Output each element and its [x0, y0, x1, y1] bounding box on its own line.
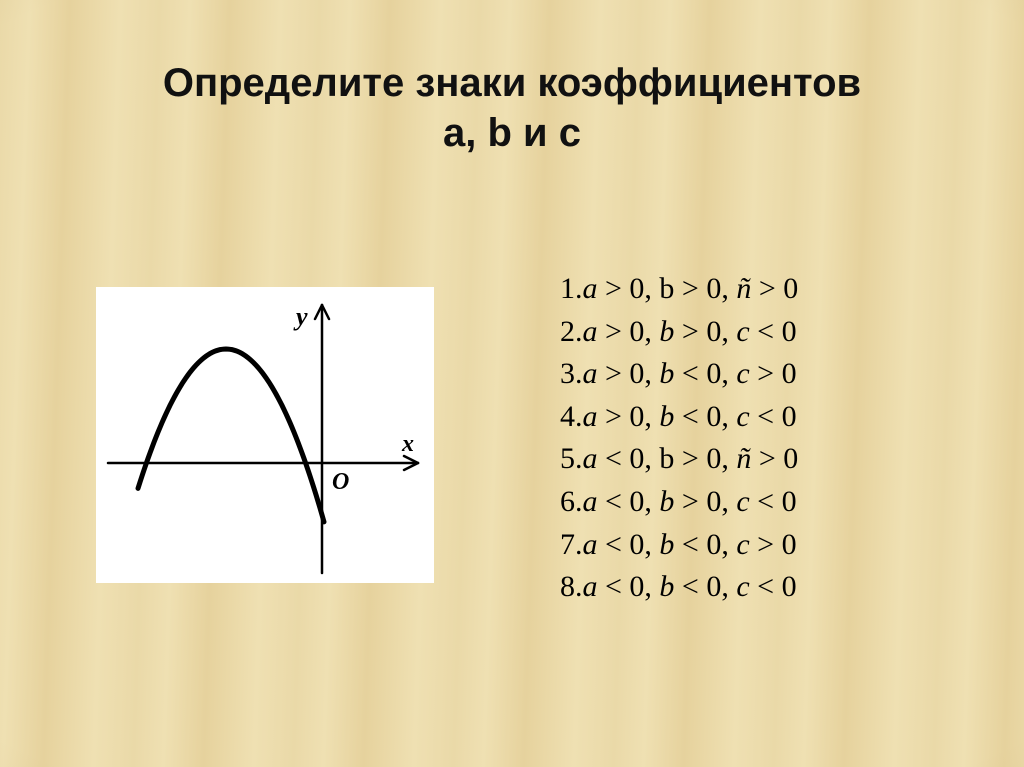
slide: Определите знаки коэффициентов a, b и c …	[0, 0, 1024, 767]
parabola-svg: y x O	[96, 287, 434, 583]
axis-label-x: x	[401, 431, 414, 457]
answer-options: 1.a > 0, b > 0, ñ > 02.a > 0, b > 0, c <…	[560, 268, 980, 609]
slide-title: Определите знаки коэффициентов a, b и c	[0, 58, 1024, 158]
option-6: 6.a < 0, b > 0, c < 0	[560, 481, 980, 524]
option-4: 4.a > 0, b < 0, c < 0	[560, 396, 980, 439]
title-line-1: Определите знаки коэффициентов	[163, 61, 861, 105]
origin-label: O	[332, 469, 349, 495]
option-3: 3.a > 0, b < 0, c > 0	[560, 353, 980, 396]
title-line-2: a, b и c	[443, 111, 581, 155]
option-8: 8.a < 0, b < 0, c < 0	[560, 566, 980, 609]
option-2: 2.a > 0, b > 0, c < 0	[560, 311, 980, 354]
option-7: 7.a < 0, b < 0, c > 0	[560, 524, 980, 567]
option-5: 5.a < 0, b > 0, ñ > 0	[560, 438, 980, 481]
parabola-graph: y x O	[96, 287, 434, 583]
parabola-curve	[138, 349, 324, 522]
axis-label-y: y	[293, 302, 308, 331]
option-1: 1.a > 0, b > 0, ñ > 0	[560, 268, 980, 311]
